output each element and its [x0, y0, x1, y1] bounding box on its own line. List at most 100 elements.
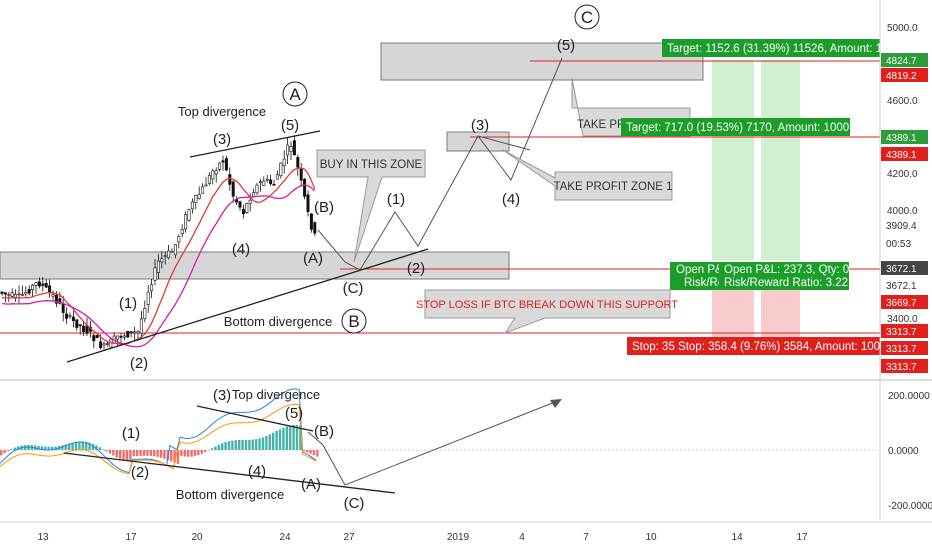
- candle-body: [4, 293, 6, 295]
- macd-bar: [265, 436, 267, 450]
- macd-wave-4-label: (4): [248, 463, 266, 480]
- candle-body: [280, 163, 282, 176]
- macd-bar: [296, 425, 298, 450]
- wave-4-label: (4): [232, 241, 250, 258]
- candle-body: [174, 245, 176, 255]
- candle-body: [140, 319, 142, 333]
- proj-wave-2-label: (2): [407, 260, 425, 277]
- price-label: 00:53: [886, 239, 911, 250]
- candle-body: [137, 331, 139, 333]
- candle-body: [164, 255, 166, 256]
- price-tick-label: 4600.0: [887, 96, 918, 107]
- time-tick-label: 2019: [447, 532, 470, 543]
- candle-body: [18, 294, 20, 295]
- macd-bar: [7, 450, 9, 451]
- candle-body: [273, 184, 275, 185]
- proj-wave-4-label: (4): [502, 191, 520, 208]
- macd-bar: [126, 450, 128, 461]
- macd-wave-b-label: (B): [314, 423, 334, 440]
- wave-b-label: (B): [314, 199, 334, 216]
- candle-body: [65, 314, 67, 318]
- time-tick-label: 27: [343, 532, 355, 543]
- candle-body: [45, 283, 47, 287]
- macd-bar: [180, 450, 182, 456]
- target-1-text: Target: 1152.6 (31.39%) 11526, Amount: 1…: [667, 43, 888, 55]
- macd-bar: [194, 450, 196, 456]
- macd-bar: [272, 433, 274, 450]
- time-tick-label: 24: [279, 532, 291, 543]
- macd-bar: [316, 450, 318, 457]
- macd-bar: [112, 450, 114, 456]
- macd-wave-5-label: (5): [285, 405, 303, 422]
- macd-bar: [201, 450, 203, 454]
- candle-body: [38, 282, 40, 286]
- macd-bar: [136, 450, 138, 456]
- candle-body: [11, 293, 13, 297]
- candle-body: [120, 336, 122, 337]
- candle-body: [161, 259, 163, 262]
- macd-bar: [275, 431, 277, 450]
- macd-bar: [105, 450, 107, 451]
- candle-body: [127, 331, 129, 337]
- macd-bar: [139, 450, 141, 456]
- macd-bar: [170, 450, 172, 461]
- time-tick-label: 14: [731, 532, 743, 543]
- candle-body: [229, 175, 231, 185]
- candle-body: [99, 342, 101, 348]
- candle-body: [8, 294, 10, 295]
- pnl-2-line-2: Risk/Reward Ratio: 3.22: [724, 277, 848, 289]
- macd-bar: [204, 450, 206, 452]
- candle-body: [79, 325, 81, 326]
- macd-bar: [255, 439, 257, 450]
- macd-bar: [3, 450, 5, 453]
- macd-bar: [0, 450, 2, 455]
- macd-bar: [218, 445, 220, 450]
- candle-body: [205, 185, 207, 186]
- pnl-2-line-1: Open P&L: 237.3, Qty: 0: [724, 264, 849, 276]
- candle-body: [157, 261, 159, 272]
- candle-body: [293, 141, 295, 155]
- price-label: 3672.1: [886, 264, 917, 275]
- price-label: 4819.2: [886, 71, 917, 82]
- candle-body: [266, 179, 268, 180]
- candle-body: [310, 214, 312, 230]
- price-label: 4389.1: [886, 150, 917, 161]
- price-label: 3313.7: [886, 327, 917, 338]
- macd-bar: [269, 434, 271, 450]
- candle-body: [283, 159, 285, 166]
- candle-body: [218, 163, 220, 170]
- macd-bar: [78, 442, 80, 450]
- candle-body: [144, 308, 146, 318]
- candle-body: [198, 194, 200, 198]
- candle-body: [242, 209, 244, 213]
- candle-body: [62, 304, 64, 313]
- macd-wave-1-label: (1): [122, 425, 140, 442]
- time-tick-label: 7: [583, 532, 589, 543]
- buy-zone-label: BUY IN THIS ZONE: [320, 159, 423, 171]
- time-tick-label: 17: [125, 532, 137, 543]
- macd-bar: [99, 447, 101, 450]
- buy-zone[interactable]: [0, 252, 509, 279]
- candle-body: [201, 187, 203, 193]
- proj-wave-5-label: (5): [557, 37, 575, 54]
- pnl-1-line-2: Risk/Re: [684, 277, 724, 289]
- price-tick-label: 4200.0: [887, 169, 918, 180]
- macd-bar: [160, 450, 162, 458]
- long-target-area-1: [712, 60, 754, 260]
- wave-2-label: (2): [130, 355, 148, 372]
- big-wave-a: A: [289, 85, 301, 104]
- candle-body: [106, 344, 108, 345]
- candle-body: [72, 317, 74, 321]
- long-stop-area-2: [761, 285, 800, 337]
- macd-bar: [221, 443, 223, 450]
- macd-bar: [306, 450, 308, 452]
- candle-body: [150, 285, 152, 291]
- macd-bar: [163, 450, 165, 459]
- macd-bar: [292, 425, 294, 450]
- candle-body: [256, 185, 258, 193]
- price-tick-label: 3400.0: [887, 314, 918, 325]
- candle-body: [297, 157, 299, 167]
- candle-body: [35, 283, 37, 286]
- macd-bar: [231, 441, 233, 450]
